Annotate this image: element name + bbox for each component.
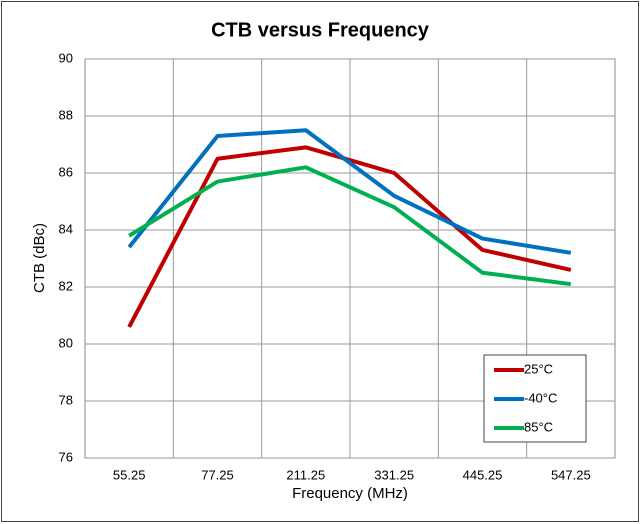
y-tick-label: 80 <box>59 335 73 350</box>
y-tick-label: 84 <box>59 221 73 236</box>
y-tick-label: 76 <box>59 449 73 464</box>
chart-title: CTB versus Frequency <box>211 19 430 41</box>
x-axis-title: Frequency (MHz) <box>292 485 408 502</box>
legend-label: 25°C <box>524 361 553 376</box>
x-tick-label: 55.25 <box>113 467 146 482</box>
x-tick-label: 77.25 <box>201 467 234 482</box>
series-line <box>127 145 572 328</box>
y-tick-label: 82 <box>59 278 73 293</box>
y-tick-label: 90 <box>59 50 73 65</box>
legend-label: 85°C <box>524 419 553 434</box>
x-tick-label: 547.25 <box>551 467 591 482</box>
y-tick-label: 88 <box>59 107 73 122</box>
series-line <box>128 165 572 287</box>
y-tick-label: 78 <box>59 392 73 407</box>
x-tick-label: 211.25 <box>286 467 325 482</box>
legend-label: -40°C <box>524 390 557 405</box>
series-line <box>127 128 572 255</box>
y-axis-title: CTB (dBc) <box>31 223 48 293</box>
y-tick-label: 86 <box>59 164 73 179</box>
x-tick-label: 445.25 <box>463 467 503 482</box>
x-tick-label: 331.25 <box>374 467 414 482</box>
